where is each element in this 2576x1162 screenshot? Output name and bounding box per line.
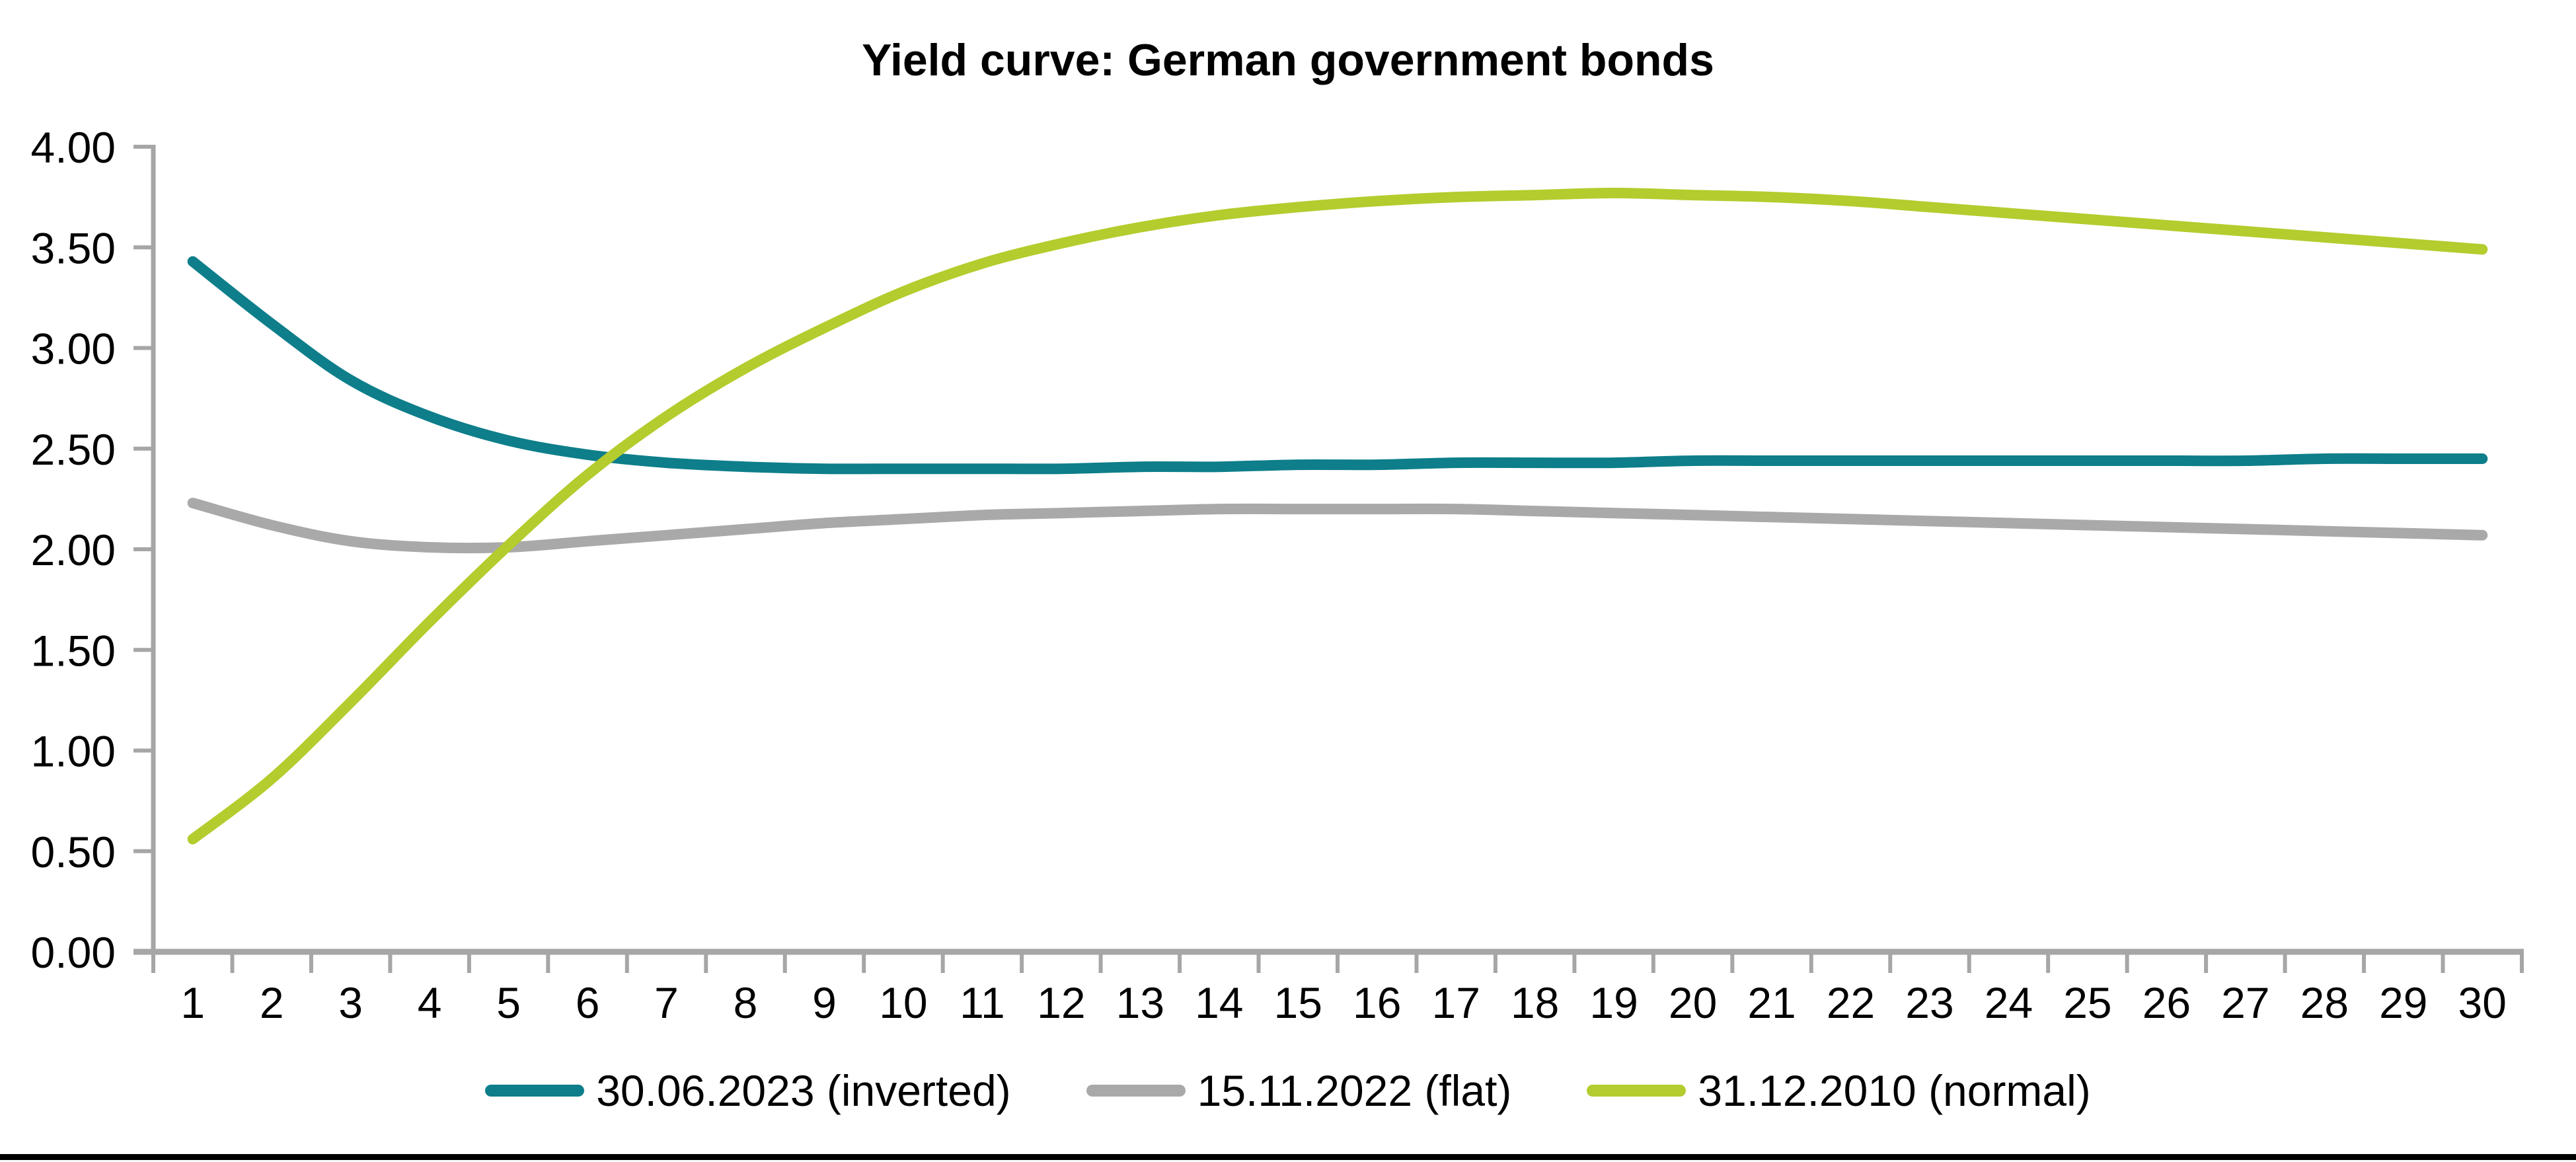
x-tick-label: 26 [2142, 978, 2191, 1027]
x-tick-label: 3 [338, 978, 363, 1027]
x-axis: 1 2 3 4 5 6 7 8 9 10 11 12 13 14 15 16 17 18 19 20 21 22 23 24 2… [133, 949, 2524, 1027]
legend-swatch-1 [1086, 1085, 1186, 1097]
x-tick-label: 6 [576, 978, 600, 1027]
x-tick-label: 14 [1195, 978, 1243, 1027]
legend: 30.06.2023 (inverted) 15.11.2022 (flat) 31… [0, 1067, 2576, 1114]
x-tick-label: 22 [1827, 978, 1875, 1027]
legend-swatch-0 [485, 1085, 585, 1097]
x-tick-label: 11 [960, 978, 1005, 1027]
x-tick-label: 12 [1037, 978, 1085, 1027]
x-tick-label: 28 [2300, 978, 2349, 1027]
y-tick-label: 0.00 [31, 928, 116, 977]
x-tick-label: 27 [2221, 978, 2269, 1027]
x-tick-label: 9 [812, 978, 837, 1027]
y-tick-label: 2.00 [31, 525, 116, 574]
y-tick-label: 2.50 [31, 425, 116, 474]
y-tick-label: 1.00 [31, 727, 116, 776]
y-axis: 4.00 3.50 3.00 2.50 2.00 1.50 1.00 0.50 0.00 [31, 123, 156, 977]
y-tick-label: 3.00 [31, 325, 116, 373]
x-tick-label: 18 [1511, 978, 1559, 1027]
bottom-border-line [0, 1154, 2576, 1160]
x-tick-label: 15 [1274, 978, 1322, 1027]
y-tick-label: 3.50 [31, 223, 116, 272]
y-tick-label: 4.00 [31, 123, 116, 172]
x-tick-label: 24 [1985, 978, 2033, 1027]
x-tick-label: 29 [2379, 978, 2427, 1027]
x-tick-label: 13 [1116, 978, 1164, 1027]
legend-swatch-2 [1587, 1085, 1686, 1097]
y-tick-label: 1.50 [31, 626, 116, 675]
x-tick-label: 20 [1669, 978, 1717, 1027]
x-tick-label: 16 [1353, 978, 1401, 1027]
chart-title: Yield curve: German government bonds [862, 35, 1714, 85]
legend-label-0: 30.06.2023 (inverted) [596, 1066, 1011, 1115]
legend-item-1: 15.11.2022 (flat) [1086, 1066, 1512, 1115]
legend-item-0: 30.06.2023 (inverted) [485, 1066, 1011, 1115]
x-tick-label: 4 [418, 978, 442, 1027]
x-tick-label: 30 [2458, 978, 2507, 1027]
x-tick-label: 21 [1747, 978, 1796, 1027]
series-line-2 [187, 188, 2488, 845]
series-lines [187, 188, 2488, 845]
x-tick-label: 7 [654, 978, 679, 1027]
x-tick-label: 25 [2063, 978, 2111, 1027]
series-line-0 [187, 256, 2488, 475]
legend-label-1: 15.11.2022 (flat) [1197, 1066, 1512, 1115]
x-tick-label: 1 [180, 978, 205, 1027]
x-tick-label: 2 [260, 978, 284, 1027]
x-tick-label: 10 [879, 978, 927, 1027]
x-tick-label: 19 [1589, 978, 1638, 1027]
x-tick-label: 23 [1905, 978, 1953, 1027]
legend-item-2: 31.12.2010 (normal) [1587, 1066, 2091, 1115]
x-tick-label: 17 [1431, 978, 1480, 1027]
legend-label-2: 31.12.2010 (normal) [1698, 1066, 2091, 1115]
x-tick-label: 8 [734, 978, 758, 1027]
y-tick-label: 0.50 [31, 828, 116, 876]
series-line-1 [187, 498, 2488, 554]
x-tick-label: 5 [496, 978, 521, 1027]
